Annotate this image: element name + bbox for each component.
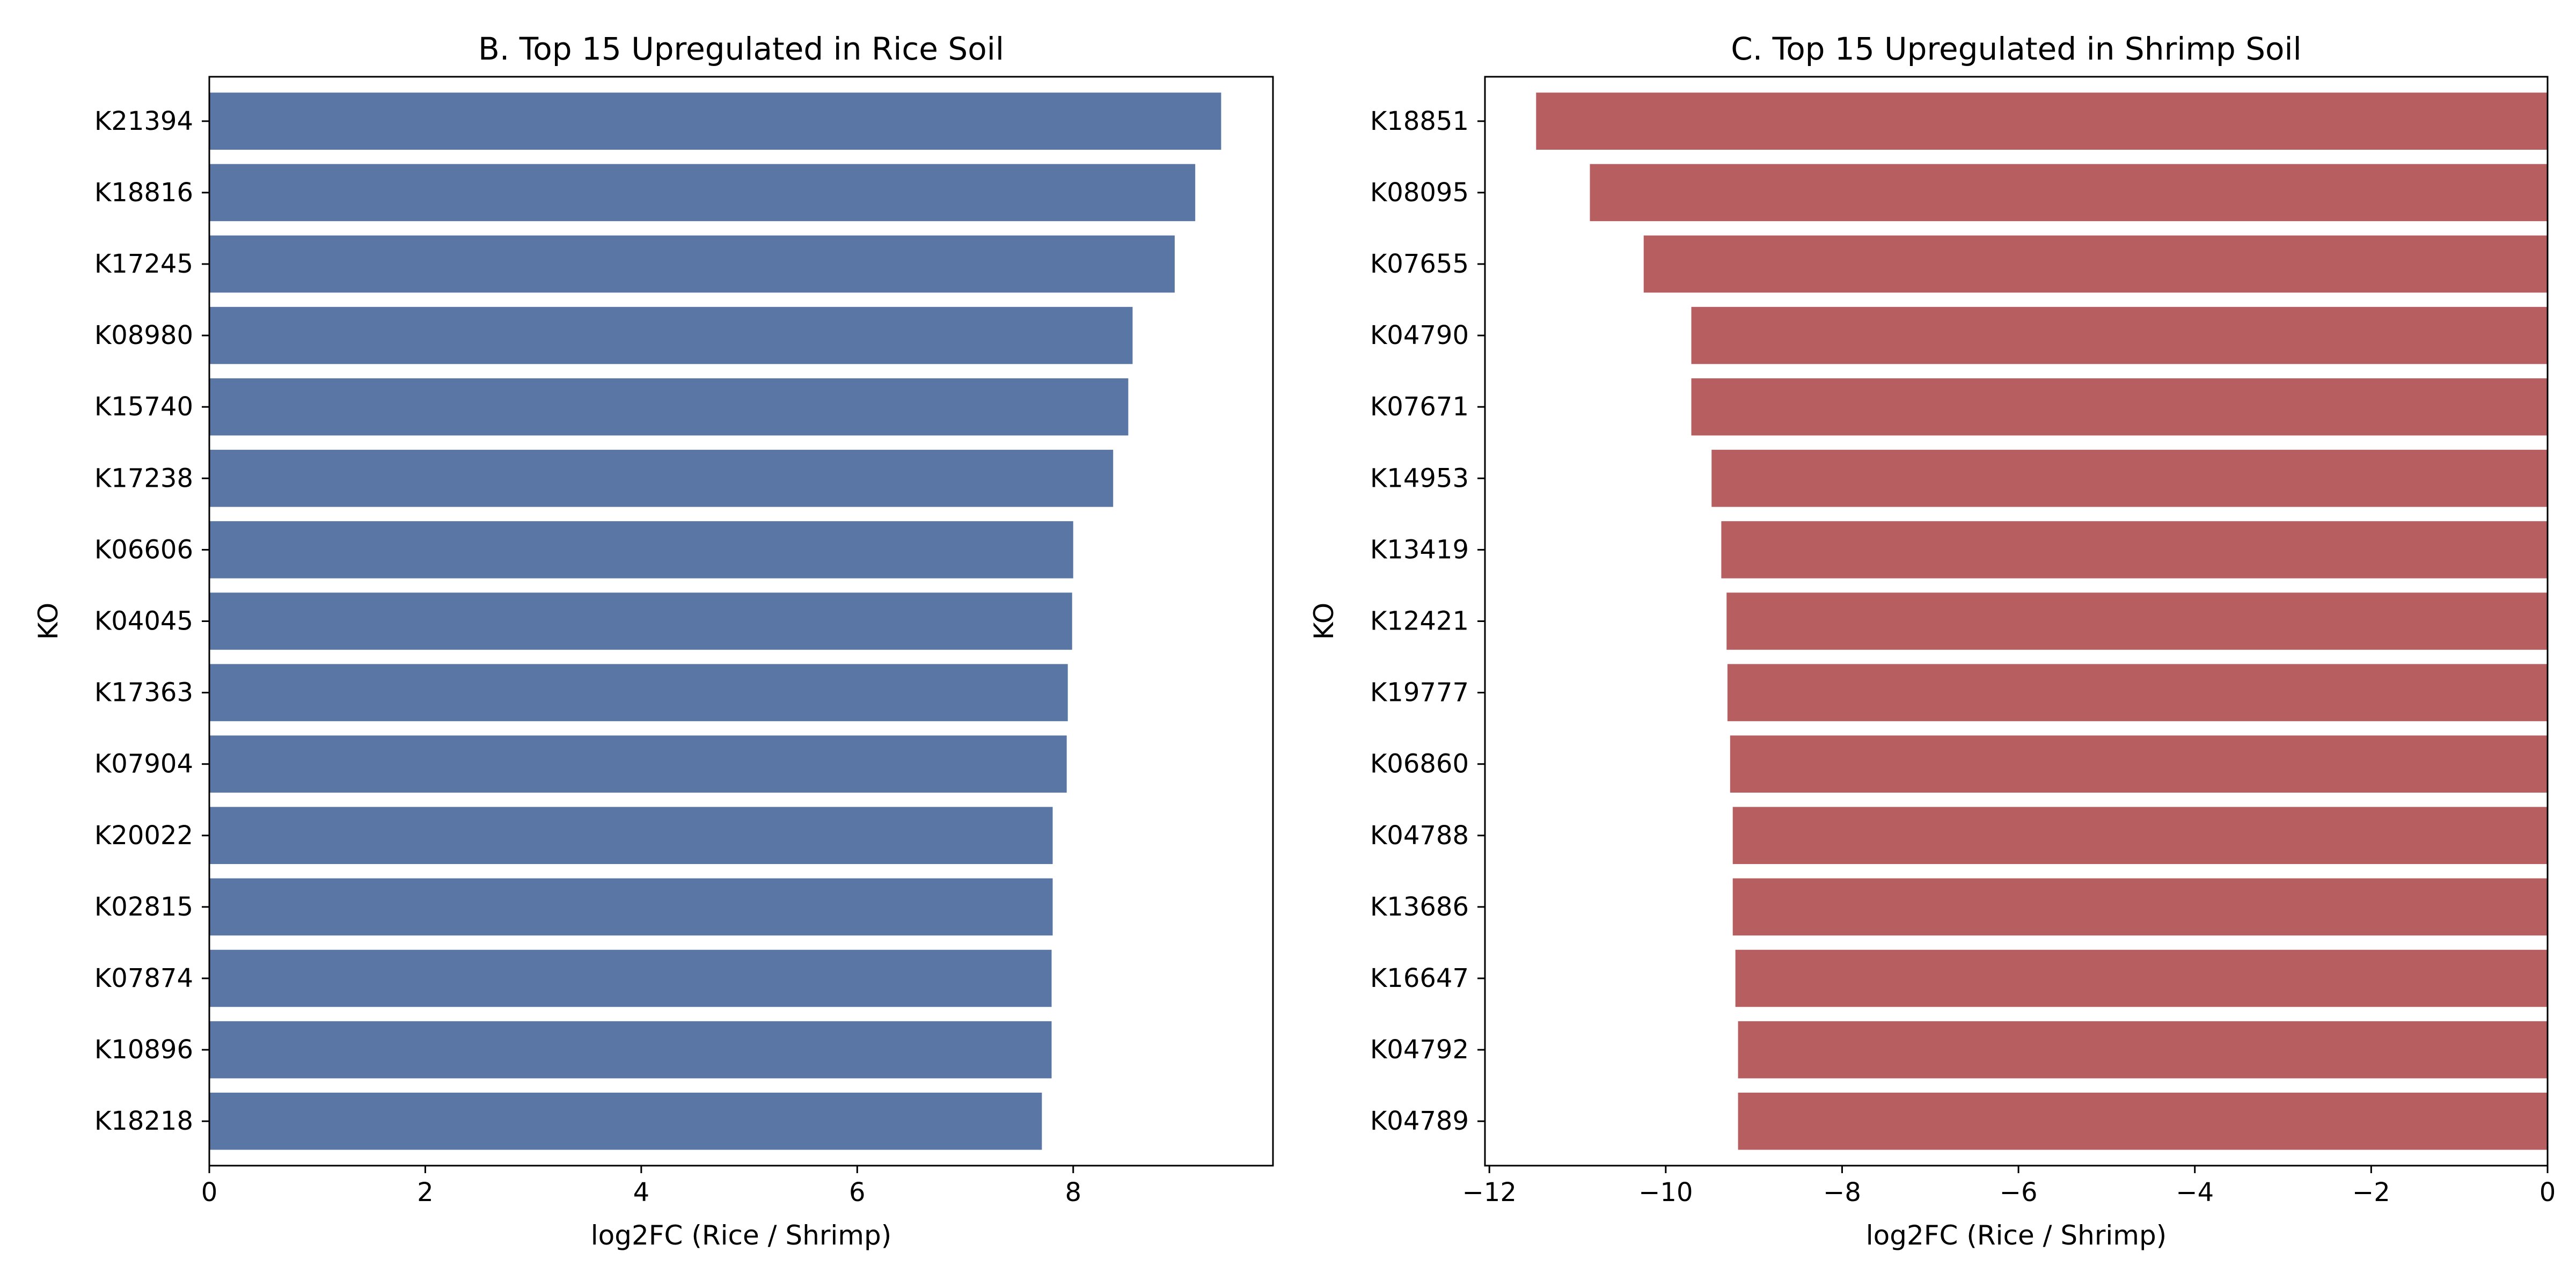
- bar-k07671: [1691, 378, 2548, 436]
- bar-k13419: [1721, 521, 2548, 579]
- bar-k10896: [209, 1021, 1052, 1079]
- axes-frame: [1484, 76, 2549, 1167]
- x-tick-label: −2: [2352, 1177, 2390, 1208]
- x-tick-label: 0: [2540, 1177, 2556, 1208]
- bar-k20022: [209, 807, 1053, 865]
- x-tick-label: −6: [2000, 1177, 2038, 1208]
- chart-panel-rice: K21394 K18816 K17245 K08980 K15740 K17238 K066…: [33, 31, 1274, 1251]
- x-tick-label: −12: [1462, 1177, 1517, 1208]
- x-tick-label: 8: [1065, 1177, 1081, 1208]
- y-tick-label: K13686: [1370, 892, 1469, 922]
- bar-k06860: [1730, 735, 2548, 793]
- x-tick-label: 4: [633, 1177, 650, 1208]
- bar-k17363: [209, 664, 1068, 721]
- y-tick-label: K15740: [94, 392, 193, 422]
- y-tick-label: K02815: [94, 892, 193, 922]
- y-tick-label: K04045: [94, 606, 193, 636]
- y-tick-label: K17363: [94, 678, 193, 708]
- bar-k04792: [1738, 1021, 2548, 1079]
- y-tick-label: K18816: [94, 178, 193, 208]
- y-tick-label: K17245: [94, 249, 193, 279]
- bar-k18816: [209, 164, 1196, 222]
- y-tick-label: K04789: [1370, 1106, 1469, 1136]
- bar-k14953: [1711, 450, 2548, 507]
- x-tick-label: 0: [201, 1177, 218, 1208]
- bar-k12421: [1726, 592, 2548, 650]
- y-tick-label: K20022: [94, 821, 193, 851]
- y-tick-label: K04792: [1370, 1035, 1469, 1065]
- bar-k02815: [209, 878, 1053, 936]
- bar-k06606: [209, 521, 1073, 579]
- bar-k16647: [1735, 949, 2548, 1007]
- chart-title: C. Top 15 Upregulated in Shrimp Soil: [1731, 31, 2301, 67]
- x-tick-label: −10: [1638, 1177, 1693, 1208]
- bar-k08095: [1590, 164, 2548, 222]
- chart-panel-shrimp: K18851 K08095 K07655 K04790 K07671 K14953 K134…: [1308, 31, 2556, 1251]
- bar-k17245: [209, 235, 1175, 293]
- bar-k08980: [209, 306, 1133, 364]
- y-tick-label: K07904: [94, 749, 193, 779]
- bar-k07874: [209, 949, 1052, 1007]
- bar-k04045: [209, 592, 1072, 650]
- y-tick-label: K06606: [94, 535, 193, 565]
- y-tick-label: K21394: [94, 106, 193, 136]
- y-tick-label: K12421: [1370, 606, 1469, 636]
- y-tick-label: K07671: [1370, 392, 1469, 422]
- x-tick-label: 2: [417, 1177, 434, 1208]
- x-axis-label: log2FC (Rice / Shrimp): [591, 1220, 891, 1251]
- y-axis-label: KO: [33, 603, 64, 640]
- bar-k07655: [1643, 235, 2548, 293]
- y-tick-label: K07655: [1370, 249, 1469, 279]
- bar-k18218: [209, 1092, 1042, 1150]
- x-tick-label: 6: [849, 1177, 866, 1208]
- axes-frame: [208, 76, 1274, 1167]
- y-tick-label: K14953: [1370, 463, 1469, 493]
- y-axis-label: KO: [1308, 603, 1340, 640]
- y-tick-label: K04790: [1370, 320, 1469, 350]
- bar-k04789: [1738, 1092, 2548, 1150]
- y-tick-label: K08980: [94, 320, 193, 350]
- bar-k18851: [1536, 92, 2548, 150]
- bar-k07904: [209, 735, 1067, 793]
- bar-k17238: [209, 450, 1114, 507]
- y-tick-label: K07874: [94, 963, 193, 993]
- bar-k04788: [1732, 807, 2548, 865]
- bar-k04790: [1691, 306, 2548, 364]
- x-axis-label: log2FC (Rice / Shrimp): [1866, 1220, 2167, 1251]
- y-tick-label: K17238: [94, 463, 193, 493]
- chart-title: B. Top 15 Upregulated in Rice Soil: [478, 31, 1004, 67]
- y-tick-label: K16647: [1370, 963, 1469, 993]
- y-tick-label: K06860: [1370, 749, 1469, 779]
- y-tick-label: K04788: [1370, 821, 1469, 851]
- x-tick-label: −8: [1823, 1177, 1861, 1208]
- y-tick-label: K08095: [1370, 178, 1469, 208]
- x-tick-label: −4: [2176, 1177, 2214, 1208]
- bar-k15740: [209, 378, 1129, 436]
- y-tick-label: K13419: [1370, 535, 1469, 565]
- bar-k13686: [1732, 878, 2548, 936]
- y-tick-label: K18851: [1370, 106, 1469, 136]
- bar-k19777: [1727, 664, 2548, 721]
- bar-k21394: [209, 92, 1221, 150]
- y-tick-label: K10896: [94, 1035, 193, 1065]
- y-tick-label: K19777: [1370, 678, 1469, 708]
- y-tick-label: K18218: [94, 1106, 193, 1136]
